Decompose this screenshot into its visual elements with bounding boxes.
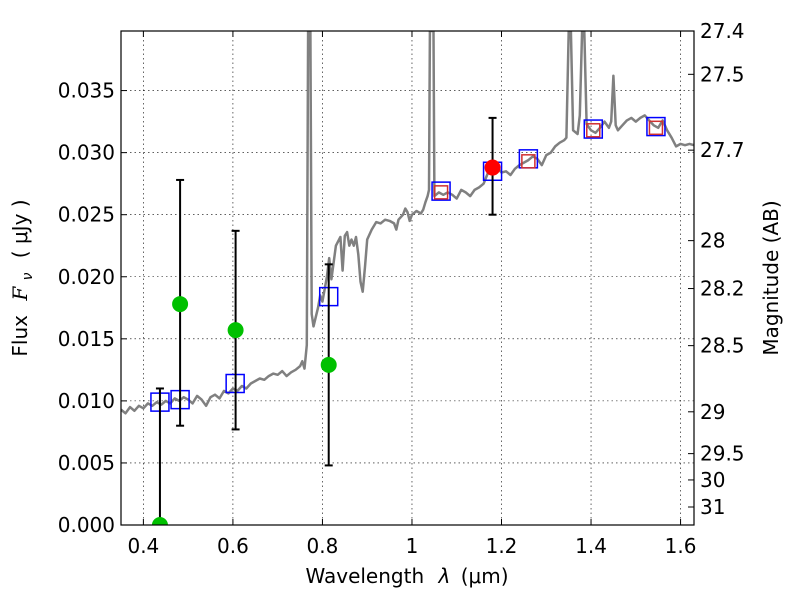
y-axis-title-symbol: F: [8, 286, 32, 302]
y-axis-title-unit: ( μJy ): [8, 199, 32, 258]
x-tick-label: 1.6: [665, 534, 697, 558]
right-axis-title: Magnitude (AB): [759, 200, 783, 355]
observed-photometry-point: [648, 120, 664, 136]
right-tick-label: 28.2: [700, 277, 745, 301]
upper-limit-point: [320, 356, 337, 373]
y-axis-title: Flux F ν ( μJy ): [8, 199, 37, 356]
observed-photometry-point: [521, 154, 536, 169]
y-tick-label: 0.030: [58, 141, 115, 165]
y-tick-label: 0.000: [58, 513, 115, 537]
observed-photometry-point: [586, 123, 601, 138]
upper-limit-point: [227, 322, 244, 339]
y-tick-label: 0.025: [58, 203, 115, 227]
model-photometry-point: [583, 119, 604, 139]
right-tick-label: 27.7: [700, 138, 745, 162]
right-tick-label: 28: [700, 229, 725, 253]
right-tick-label: 29: [700, 400, 725, 424]
x-axis-title-unit: (μm): [461, 564, 509, 588]
y-axis-title-subscript: ν: [20, 272, 36, 280]
right-tick-label: 28.5: [700, 334, 745, 358]
y-axis-title-text: Flux: [8, 315, 32, 357]
right-tick-label: 27.5: [700, 62, 745, 86]
observed-photometry-point: [433, 185, 449, 200]
right-tick-label: 27.4: [700, 19, 745, 43]
y-tick-label: 0.015: [58, 327, 115, 351]
right-tick-label: 30: [700, 468, 725, 492]
ticks: 0.4 0.6 0.8 1 1.2 1.4 1.6 0.000 0.005 0.010 0.015 0…: [58, 19, 745, 558]
y-tick-label: 0.005: [58, 451, 115, 475]
plot-frame: [120, 30, 695, 526]
y-tick-label: 0.010: [58, 389, 115, 413]
detection-point: [484, 159, 501, 176]
x-tick-label: 0.8: [307, 534, 339, 558]
x-tick-label: 1.2: [486, 534, 518, 558]
grid: [121, 31, 694, 526]
upper-limit-point: [172, 296, 189, 313]
y-tick-label: 0.020: [58, 265, 115, 289]
y-tick-label: 0.035: [58, 79, 115, 103]
x-axis-title-text: Wavelength: [305, 564, 424, 588]
upper-limit-point: [151, 517, 168, 525]
plot-area: [121, 31, 694, 525]
x-tick-label: 0.6: [217, 534, 249, 558]
spectrum-line: [121, 31, 694, 415]
model-photometry-point: [431, 181, 451, 201]
x-axis-title-symbol: λ: [438, 564, 451, 588]
x-tick-label: 0.4: [127, 534, 159, 558]
x-axis-title: Wavelength λ (μm): [305, 564, 508, 588]
x-tick-label: 1.4: [575, 534, 607, 558]
x-tick-label: 1: [406, 534, 419, 558]
right-tick-label: 29.5: [700, 442, 745, 466]
model-photometry-point: [646, 116, 666, 137]
right-tick-label: 31: [700, 495, 725, 519]
